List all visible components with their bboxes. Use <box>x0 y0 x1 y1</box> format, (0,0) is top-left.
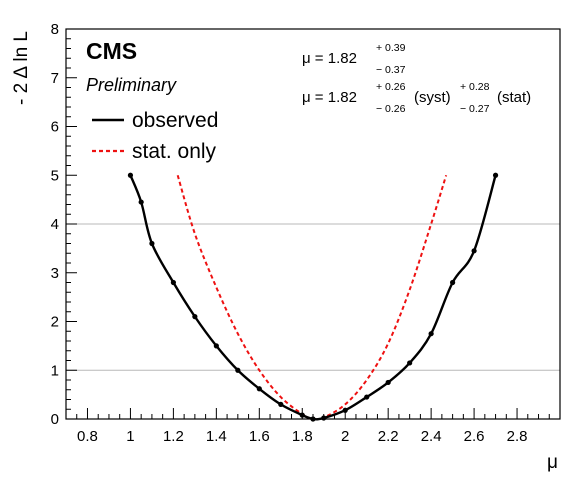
result-stat-label: (stat) <box>497 89 531 106</box>
data-point-observed <box>342 407 348 413</box>
result-stat-down: − 0.27 <box>460 103 490 115</box>
series-layer <box>127 172 499 422</box>
y-tick-label: 8 <box>51 21 59 38</box>
x-tick-label: 2.8 <box>507 428 528 445</box>
y-tick-label: 6 <box>51 119 59 136</box>
data-point-observed <box>192 314 198 320</box>
status-label: Preliminary <box>86 75 177 95</box>
x-tick-label: 1 <box>126 428 134 445</box>
legend-label-observed: observed <box>132 109 218 132</box>
y-tick-label: 1 <box>51 362 59 379</box>
y-tick-label: 3 <box>51 265 59 282</box>
x-tick-label: 2.2 <box>378 428 399 445</box>
legend: observed stat. only <box>92 109 218 163</box>
x-tick-label: 1.4 <box>206 428 227 445</box>
y-tick-label: 4 <box>51 216 59 233</box>
data-point-observed <box>170 279 176 286</box>
result-total-up: + 0.39 <box>376 42 406 54</box>
result-total: μ = 1.82 + 0.39 − 0.37 <box>302 42 406 76</box>
x-tick-label: 1.8 <box>292 428 313 445</box>
x-tick-label: 2.6 <box>464 428 485 445</box>
series-line-observed <box>129 174 497 421</box>
x-tick-label: 0.8 <box>77 428 98 445</box>
result-split-value: μ = 1.82 <box>302 89 357 106</box>
legend-label-stat-only: stat. only <box>132 140 217 163</box>
series-line-stat-only <box>176 174 448 421</box>
x-tick-label: 1.6 <box>249 428 270 445</box>
data-point-observed <box>149 240 155 247</box>
y-tick-label: 0 <box>51 411 59 428</box>
result-total-value: μ = 1.82 <box>302 50 357 67</box>
data-point-observed <box>450 279 456 286</box>
x-axis-ticks: 0.8 1 1.2 1.4 1.6 1.8 2 2.2 2.4 2.6 2.8 <box>65 408 561 445</box>
result-syst-up: + 0.26 <box>376 81 406 93</box>
data-point-observed <box>364 394 370 400</box>
y-tick-label: 7 <box>51 70 59 87</box>
data-point-observed <box>235 367 241 373</box>
y-tick-label: 5 <box>51 167 59 184</box>
experiment-label: CMS <box>86 38 137 64</box>
result-split: μ = 1.82 + 0.26 − 0.26 (syst) + 0.28 − 0… <box>302 81 531 115</box>
result-syst-down: − 0.26 <box>376 103 406 115</box>
result-total-down: − 0.37 <box>376 64 406 76</box>
x-tick-label: 2.4 <box>421 428 442 445</box>
data-point-observed <box>471 248 477 254</box>
y-tick-label: 2 <box>51 314 59 331</box>
data-point-observed <box>407 360 413 366</box>
data-point-observed <box>213 343 219 349</box>
data-point-observed <box>299 412 305 418</box>
data-point-observed <box>310 416 316 422</box>
data-point-observed <box>321 415 327 421</box>
result-syst-label: (syst) <box>414 89 451 106</box>
data-point-observed <box>278 401 284 407</box>
data-point-observed <box>127 172 134 178</box>
x-tick-label: 1.2 <box>163 428 184 445</box>
data-point-observed <box>428 331 434 337</box>
y-axis-title: - 2 Δ ln L <box>11 31 32 105</box>
data-point-observed <box>385 379 391 386</box>
data-point-observed <box>138 199 144 205</box>
data-point-observed <box>256 386 262 392</box>
x-axis-title: μ <box>547 452 558 473</box>
reference-lines <box>66 223 560 371</box>
result-stat-up: + 0.28 <box>460 81 490 93</box>
x-tick-label: 2 <box>341 428 349 445</box>
data-point-observed <box>492 172 499 178</box>
y-axis-ticks: 0 1 2 3 4 5 6 7 8 <box>51 21 77 428</box>
